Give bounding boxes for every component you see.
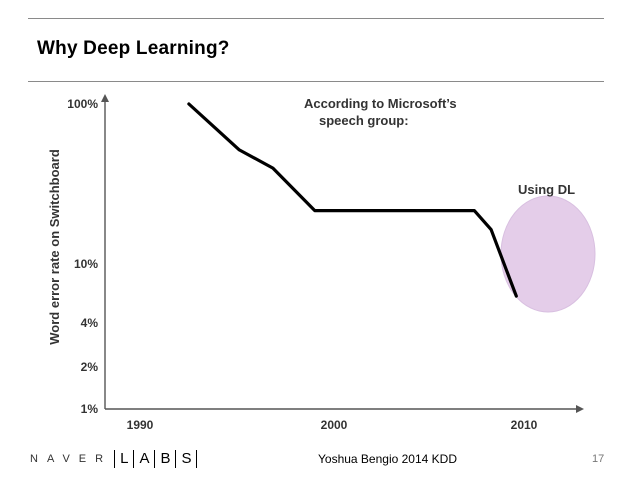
title-underline xyxy=(28,81,604,82)
labs-letter: S xyxy=(175,450,198,468)
chart-title-line-2: speech group: xyxy=(319,113,409,128)
slide-number: 17 xyxy=(592,453,605,465)
using-dl-label: Using DL xyxy=(518,182,575,197)
labs-letter: L xyxy=(114,450,133,468)
x-tick-label: 1990 xyxy=(127,418,154,432)
x-tick-label: 2010 xyxy=(511,418,538,432)
y-tick-label: 2% xyxy=(81,360,99,374)
y-axis-arrow xyxy=(101,94,109,102)
footer-credit: Yoshua Bengio 2014 KDD xyxy=(318,452,457,466)
chart-title-line-1: According to Microsoft’s xyxy=(304,96,457,111)
labs-letter: B xyxy=(154,450,175,468)
labs-wordmark: L A B S xyxy=(114,450,198,468)
error-rate-line xyxy=(187,102,518,298)
y-tick-label: 1% xyxy=(81,402,99,416)
y-tick-label: 100% xyxy=(67,97,98,111)
y-axis-label: Word error rate on Switchboard xyxy=(47,149,62,345)
naver-labs-logo: NAVER L A B S xyxy=(30,449,198,469)
labs-letter: A xyxy=(133,450,154,468)
y-tick-label: 4% xyxy=(81,316,99,330)
slide-title: Why Deep Learning? xyxy=(37,38,230,59)
naver-wordmark: NAVER xyxy=(30,453,113,465)
top-rule xyxy=(28,18,604,19)
x-tick-label: 2000 xyxy=(321,418,348,432)
y-tick-label: 10% xyxy=(74,257,98,271)
x-axis-arrow xyxy=(576,405,584,413)
